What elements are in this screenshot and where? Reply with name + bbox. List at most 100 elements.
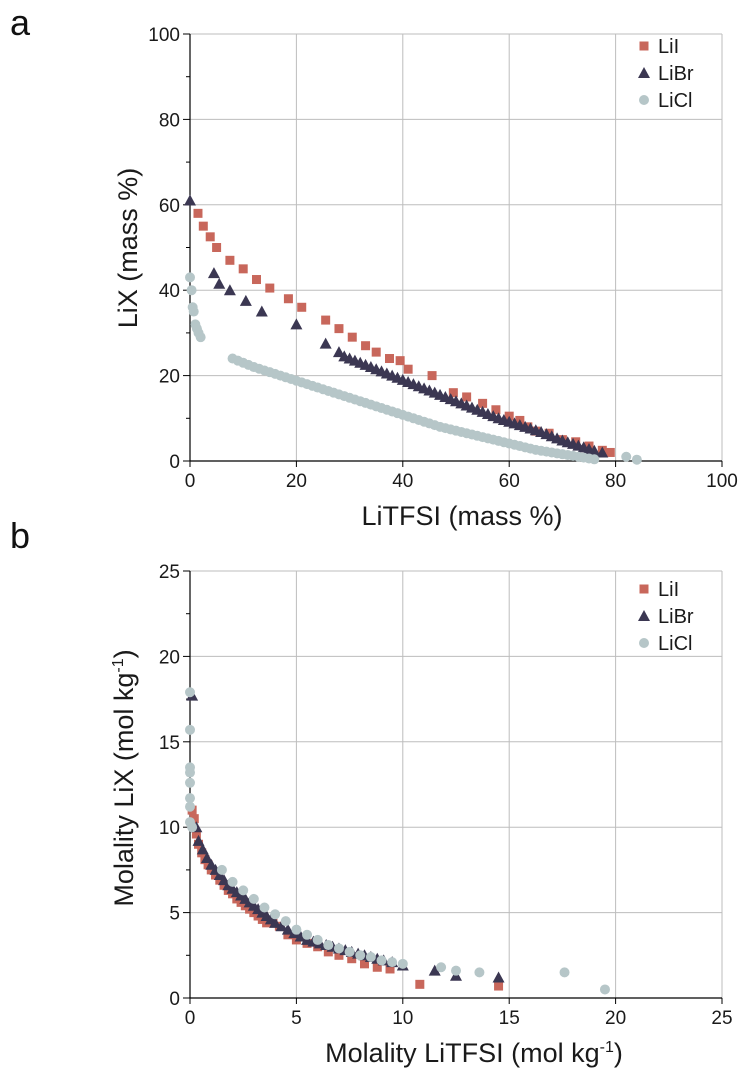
data-point-lii-b bbox=[385, 964, 395, 974]
data-point-licl-a bbox=[185, 272, 195, 283]
data-point-libr-a bbox=[184, 194, 196, 206]
legend-label-libr-a: LiBr bbox=[658, 63, 694, 85]
legend-marker-lii-b bbox=[639, 584, 649, 594]
data-point-licl-b bbox=[259, 902, 270, 913]
data-point-licl-b bbox=[187, 822, 198, 833]
grid-b bbox=[190, 570, 723, 998]
y-tick-label-a: 0 bbox=[169, 452, 180, 473]
data-point-lii-a bbox=[403, 364, 413, 374]
data-point-licl-a bbox=[188, 306, 199, 317]
legend-marker-libr-b bbox=[638, 610, 650, 621]
y-tick-label-b: 20 bbox=[159, 647, 180, 668]
x-tick-label-a: 40 bbox=[392, 471, 413, 492]
data-point-libr-b bbox=[428, 964, 441, 976]
data-point-libr-b bbox=[275, 920, 288, 932]
plot-frame-b bbox=[189, 571, 722, 999]
y-tick-label-a: 40 bbox=[159, 281, 180, 302]
y-tick-label-b: 0 bbox=[169, 989, 180, 1010]
data-point-lii-b bbox=[372, 962, 382, 972]
y-tick-label-b: 5 bbox=[169, 904, 180, 925]
data-point-licl-b bbox=[185, 801, 195, 812]
data-point-lii-b bbox=[211, 870, 221, 880]
data-point-lii-b bbox=[347, 954, 357, 964]
x-axis-title-a: LiTFSI (mass %) bbox=[361, 501, 562, 531]
data-point-licl-b bbox=[451, 965, 461, 976]
y-axis-title-b-sup: -1 bbox=[110, 658, 127, 672]
data-point-lii-b bbox=[359, 959, 369, 969]
data-point-lii-b bbox=[283, 930, 293, 940]
y-tick-label-b: 10 bbox=[159, 818, 180, 839]
x-tick-label-b: 5 bbox=[291, 1008, 302, 1029]
data-point-licl-b bbox=[333, 943, 344, 954]
data-point-libr-b bbox=[294, 930, 307, 942]
x-tick-label-a: 60 bbox=[499, 471, 520, 492]
x-tick-label-a: 0 bbox=[185, 471, 196, 492]
data-point-lii-a bbox=[238, 264, 248, 274]
x-tick-label-b: 15 bbox=[499, 1008, 520, 1029]
data-point-libr-b bbox=[196, 843, 209, 855]
data-point-licl-a bbox=[631, 454, 642, 465]
points-b bbox=[185, 687, 610, 995]
legend-marker-libr-a bbox=[638, 67, 650, 78]
data-point-lii-a bbox=[321, 315, 331, 325]
data-point-licl-b bbox=[227, 876, 238, 887]
data-point-lii-a bbox=[427, 371, 437, 381]
data-point-lii-b bbox=[191, 829, 201, 839]
data-point-licl-b bbox=[248, 893, 259, 904]
data-point-licl-b bbox=[599, 984, 610, 995]
data-point-licl-b bbox=[291, 924, 302, 935]
data-point-licl-b bbox=[238, 885, 249, 896]
data-point-lii-a bbox=[265, 283, 275, 293]
data-point-licl-b bbox=[436, 962, 447, 973]
data-point-libr-a bbox=[319, 337, 332, 349]
data-point-licl-a bbox=[621, 451, 632, 462]
y-axis-title-b: Molality LiX (mol kg-1) bbox=[109, 649, 139, 906]
data-point-licl-b bbox=[216, 864, 227, 875]
panel-label-a: a bbox=[10, 2, 31, 43]
data-point-lii-a bbox=[385, 354, 394, 364]
legend-label-libr-b: LiBr bbox=[658, 606, 694, 628]
data-point-licl-b bbox=[474, 967, 485, 978]
data-point-libr-a bbox=[207, 267, 220, 279]
data-point-libr-b bbox=[269, 916, 282, 928]
data-point-lii-b bbox=[334, 950, 344, 960]
data-point-licl-b bbox=[302, 929, 313, 940]
x-tick-label-b: 20 bbox=[605, 1008, 626, 1029]
data-point-licl-b bbox=[185, 724, 195, 735]
y-tick-label-b: 15 bbox=[159, 733, 180, 754]
data-point-libr-a bbox=[290, 318, 303, 330]
legend-label-lii-b: LiI bbox=[658, 579, 679, 601]
data-point-licl-b bbox=[185, 687, 195, 698]
legend-label-lii-a: LiI bbox=[658, 36, 679, 58]
data-point-lii-b bbox=[415, 979, 425, 989]
data-point-lii-b bbox=[189, 814, 199, 824]
data-point-libr-b bbox=[492, 971, 505, 983]
y-tick-label-a: 80 bbox=[159, 110, 180, 131]
data-point-lii-a bbox=[361, 341, 371, 351]
data-point-lii-a bbox=[334, 324, 344, 334]
y-axis-title-a: LiX (mass %) bbox=[113, 168, 143, 329]
x-axis-title-b-main: Molality LiTFSI (mol kg bbox=[325, 1038, 600, 1068]
legend-marker-lii-a bbox=[639, 41, 649, 51]
data-point-lii-a bbox=[225, 255, 235, 265]
data-point-lii-a bbox=[491, 405, 501, 415]
data-point-licl-a bbox=[186, 285, 197, 296]
data-point-licl-a bbox=[589, 454, 600, 465]
data-point-lii-b bbox=[228, 889, 238, 899]
data-point-lii-a bbox=[297, 302, 307, 312]
data-point-libr-a bbox=[588, 444, 601, 456]
data-point-lii-a bbox=[462, 392, 472, 402]
data-point-licl-b bbox=[376, 955, 387, 966]
data-point-lii-b bbox=[206, 865, 216, 875]
data-point-lii-a bbox=[605, 447, 615, 457]
data-point-licl-b bbox=[312, 934, 323, 945]
data-point-lii-a bbox=[347, 332, 357, 342]
data-point-licl-b bbox=[185, 777, 195, 788]
y-tick-label-b: 25 bbox=[159, 562, 180, 583]
x-tick-label-a: 20 bbox=[286, 471, 307, 492]
data-point-lii-a bbox=[212, 243, 222, 252]
panel-a: a 0 20 40 60 80 100 0 20 40 60 80 100 LiI LiBr LiCl L… bbox=[10, 2, 738, 531]
legend-a: LiI LiBr LiCl bbox=[638, 36, 694, 112]
data-point-licl-a bbox=[195, 332, 206, 343]
